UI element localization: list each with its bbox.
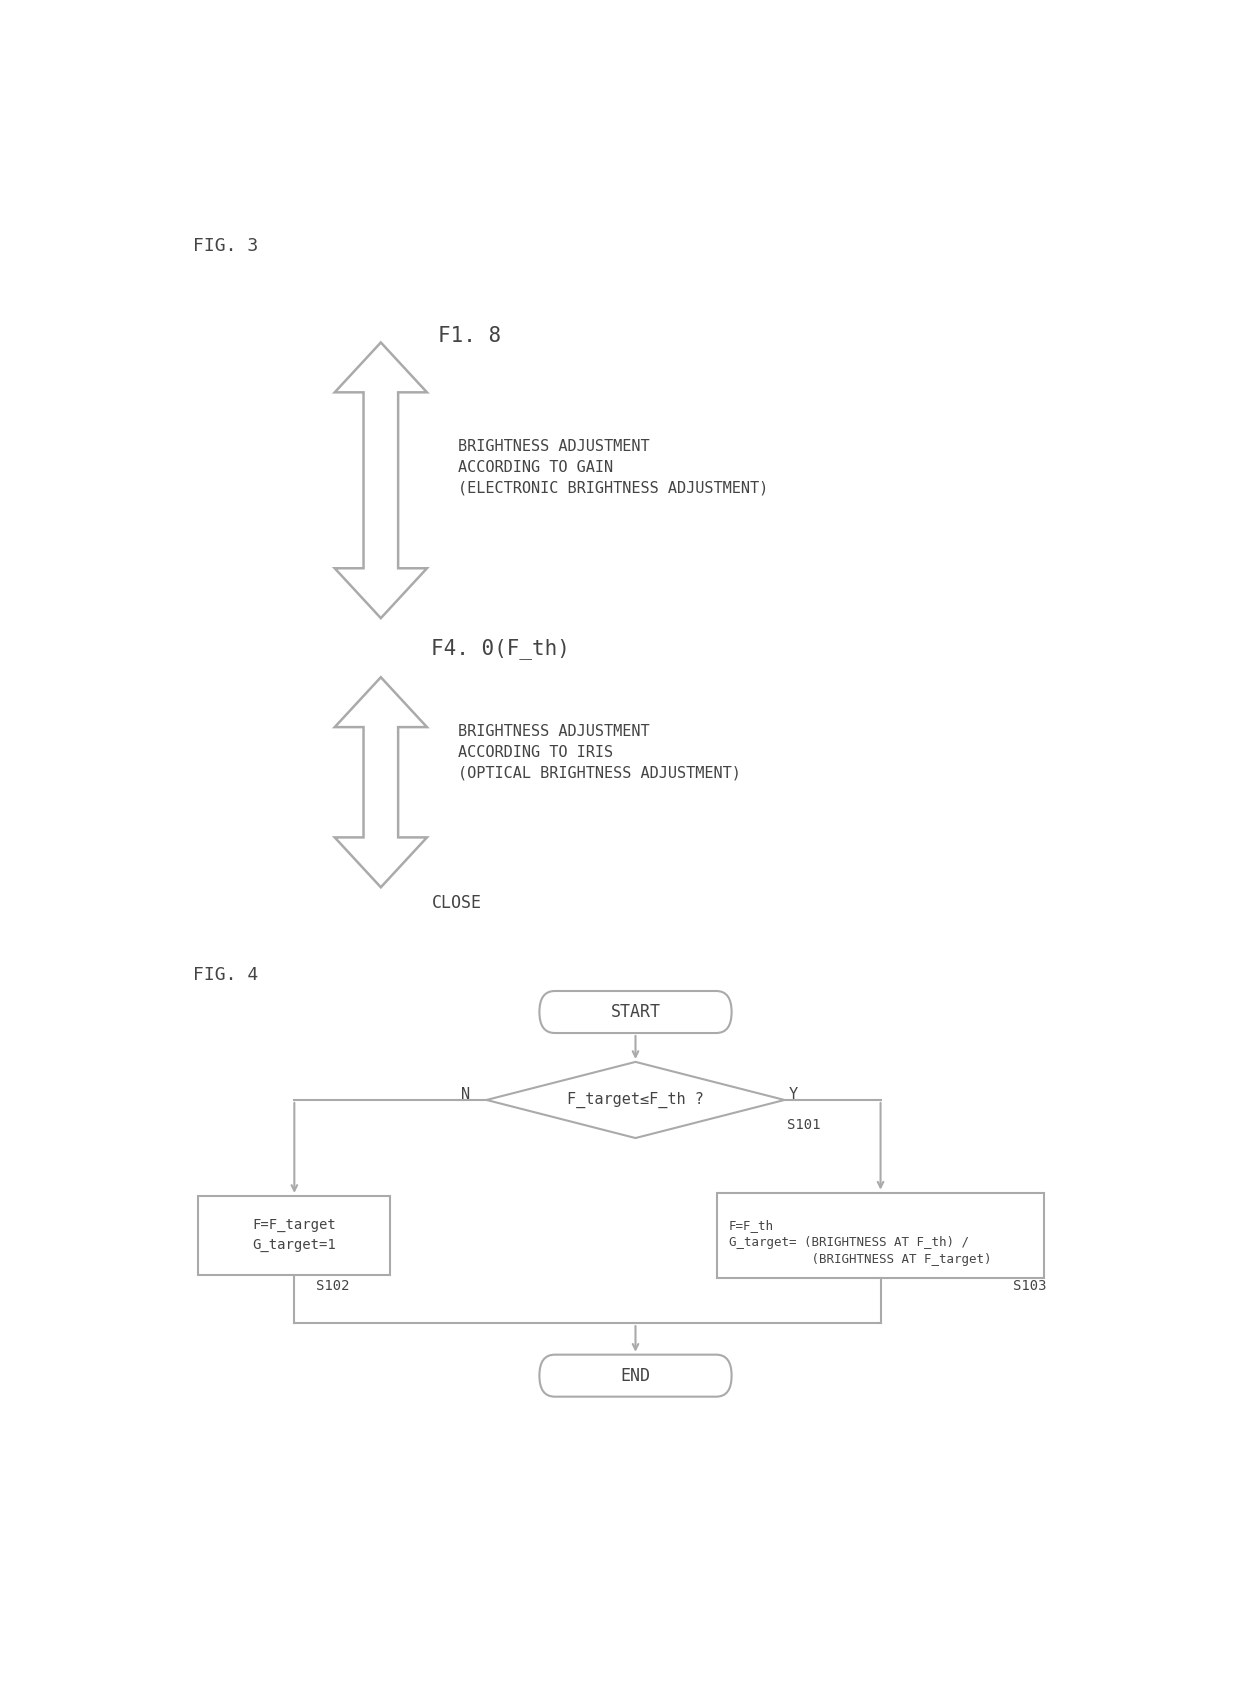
Text: F=F_th
G_target= (BRIGHTNESS AT F_th) /
           (BRIGHTNESS AT F_target): F=F_th G_target= (BRIGHTNESS AT F_th) / … xyxy=(729,1219,991,1267)
Text: BRIGHTNESS ADJUSTMENT
ACCORDING TO IRIS
(OPTICAL BRIGHTNESS ADJUSTMENT): BRIGHTNESS ADJUSTMENT ACCORDING TO IRIS … xyxy=(458,723,740,781)
Text: S101: S101 xyxy=(787,1118,821,1132)
Text: S102: S102 xyxy=(316,1279,350,1292)
Text: F=F_target
G_target=1: F=F_target G_target=1 xyxy=(253,1219,336,1251)
Text: FIG. 3: FIG. 3 xyxy=(193,237,259,256)
Text: S103: S103 xyxy=(1013,1279,1047,1292)
Text: F1. 8: F1. 8 xyxy=(439,326,502,346)
Text: N: N xyxy=(461,1088,470,1101)
Text: BRIGHTNESS ADJUSTMENT
ACCORDING TO GAIN
(ELECTRONIC BRIGHTNESS ADJUSTMENT): BRIGHTNESS ADJUSTMENT ACCORDING TO GAIN … xyxy=(458,438,768,496)
Text: START: START xyxy=(610,1003,661,1021)
Text: END: END xyxy=(620,1367,651,1384)
Bar xyxy=(198,1195,391,1275)
Text: Y: Y xyxy=(789,1088,797,1101)
Text: F4. 0(F_th): F4. 0(F_th) xyxy=(430,638,569,658)
Bar xyxy=(717,1192,1044,1277)
Text: FIG. 4: FIG. 4 xyxy=(193,967,259,984)
Text: CLOSE: CLOSE xyxy=(432,893,482,912)
Text: F_target≤F_th ?: F_target≤F_th ? xyxy=(567,1091,704,1108)
